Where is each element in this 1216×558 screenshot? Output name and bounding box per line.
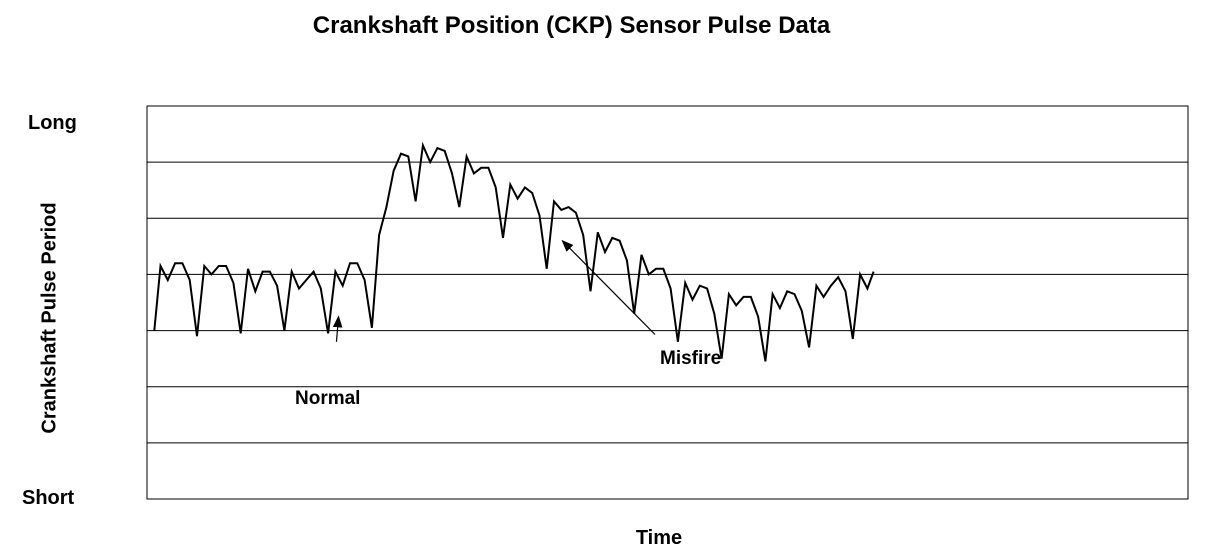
y-axis-top-label: Long — [28, 112, 77, 134]
annotation-misfire-label: Misfire — [660, 348, 722, 369]
pulse-series-line — [153, 141, 875, 362]
annotation-arrow-1 — [561, 239, 656, 335]
x-axis-title: Time — [635, 527, 683, 549]
annotation-arrow-0 — [332, 315, 343, 342]
plot-frame — [146, 105, 1189, 500]
chart-title: Crankshaft Position (CKP) Sensor Pulse D… — [312, 12, 831, 39]
y-axis-bottom-label: Short — [22, 487, 75, 509]
annotation-normal-label: Normal — [295, 388, 361, 409]
